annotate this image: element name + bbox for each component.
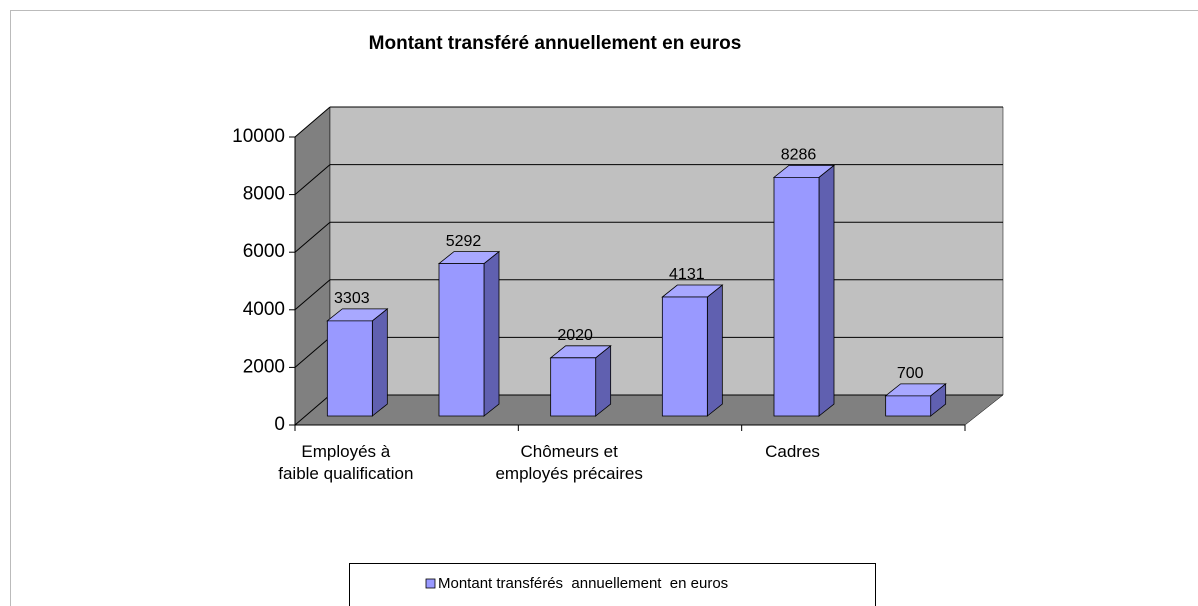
x-tick-label: Employés à faible qualification [278,442,414,483]
y-tick-label: 4000 [243,299,285,320]
y-tick-label: 2000 [243,356,285,377]
bar-front [661,296,708,417]
bar [549,344,612,417]
bar-side [371,308,388,417]
bar [772,164,836,417]
bar-side [483,250,500,417]
y-tick-label: 10000 [232,126,285,147]
bar-front [326,320,373,417]
grid-line [294,394,331,426]
chart-frame [10,10,1198,606]
y-tick-label: 8000 [243,184,285,205]
bar [437,250,501,417]
bar [661,284,724,417]
bar [326,308,389,417]
bar-front [885,395,932,417]
bar-front [773,176,820,417]
bar-front [550,357,597,417]
legend-label: Montant transférés annuellement en euros [438,575,728,592]
grid-line [294,337,331,368]
legend-swatch [425,578,436,589]
bar-side [706,284,723,417]
bar-front [438,263,485,417]
grid-line [294,221,331,253]
grid-line [294,106,331,138]
x-tick-label: Chômeurs et employés précaires [495,442,643,483]
left-wall [294,106,331,426]
data-label: 8286 [781,147,817,164]
data-label: 3303 [334,290,370,307]
data-label: 2020 [557,327,593,344]
data-label: 700 [897,365,924,382]
legend-box [349,563,876,606]
y-tick-label: 6000 [243,241,285,262]
bar [884,383,947,417]
y-tick-label: 0 [274,414,285,435]
bar-side [818,164,835,417]
grid-line [294,164,331,195]
grid-line [294,279,331,311]
x-tick-label: Cadres [765,442,820,461]
chart-title: Montant transféré annuellement en euros [369,33,742,54]
data-label: 5292 [446,233,482,250]
data-label: 4131 [669,266,705,283]
